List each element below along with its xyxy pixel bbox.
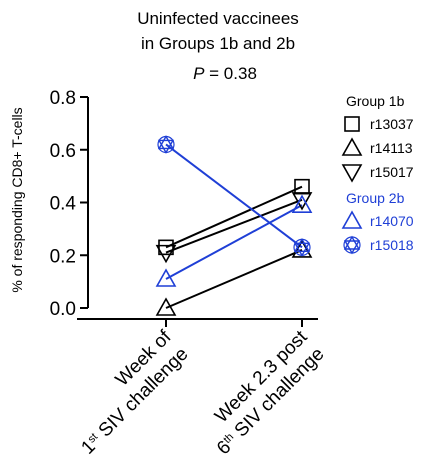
data-point-r14070	[291, 194, 313, 213]
series-line-r15018	[165, 143, 303, 249]
y-tick-label: 0.2	[50, 246, 76, 267]
legend-group-title: Group 1b	[346, 93, 405, 109]
legend: Group 1b r13037 r14113 r15017 Group 2b r14070…	[341, 93, 414, 255]
data-point-r14070	[155, 268, 177, 287]
y-tick-label: 0.8	[50, 88, 76, 109]
series-markers	[155, 135, 313, 316]
legend-marker-r14070	[341, 210, 363, 229]
series-lines	[165, 143, 303, 309]
data-point-r15018	[293, 237, 311, 257]
y-axis: 0.0 0.2 0.4 0.6 0.8	[50, 88, 89, 320]
series-line-r13037	[165, 185, 303, 249]
data-point-r13037	[158, 239, 174, 256]
legend-marker-r15017	[341, 164, 363, 183]
series-line-r15017	[165, 198, 303, 254]
chart-title-line1: Uninfected vaccinees	[137, 9, 299, 28]
p-value: = 0.38	[204, 64, 256, 83]
p-label: P	[193, 64, 205, 83]
y-tick-label: 0.6	[50, 141, 76, 162]
series-line-r14070	[165, 204, 303, 280]
series-line-r14113	[165, 249, 303, 309]
legend-label-r14113: r14113	[370, 140, 413, 156]
legend-marker-r15018	[343, 235, 361, 255]
legend-group-title: Group 2b	[346, 190, 405, 206]
data-point-r15018	[157, 135, 175, 154]
data-point-r14113	[155, 297, 177, 316]
y-axis-label: % of responding CD8+ T-cells	[9, 107, 25, 292]
y-tick-label: 0.0	[50, 299, 76, 320]
data-point-r15017	[155, 244, 177, 264]
y-tick-label: 0.4	[50, 194, 77, 215]
data-point-r13037	[294, 178, 310, 195]
data-point-r15017	[291, 192, 313, 211]
p-value-annotation: P = 0.38	[193, 64, 257, 83]
legend-marker-r13037	[344, 116, 360, 132]
chart-title-line2: in Groups 1b and 2b	[141, 34, 295, 53]
legend-marker-r14113	[341, 137, 363, 156]
legend-label-r13037: r13037	[370, 116, 414, 132]
legend-label-r14070: r14070	[370, 213, 414, 229]
data-point-r14113	[291, 239, 313, 258]
legend-label-r15017: r15017	[370, 164, 414, 180]
legend-label-r15018: r15018	[370, 237, 414, 253]
